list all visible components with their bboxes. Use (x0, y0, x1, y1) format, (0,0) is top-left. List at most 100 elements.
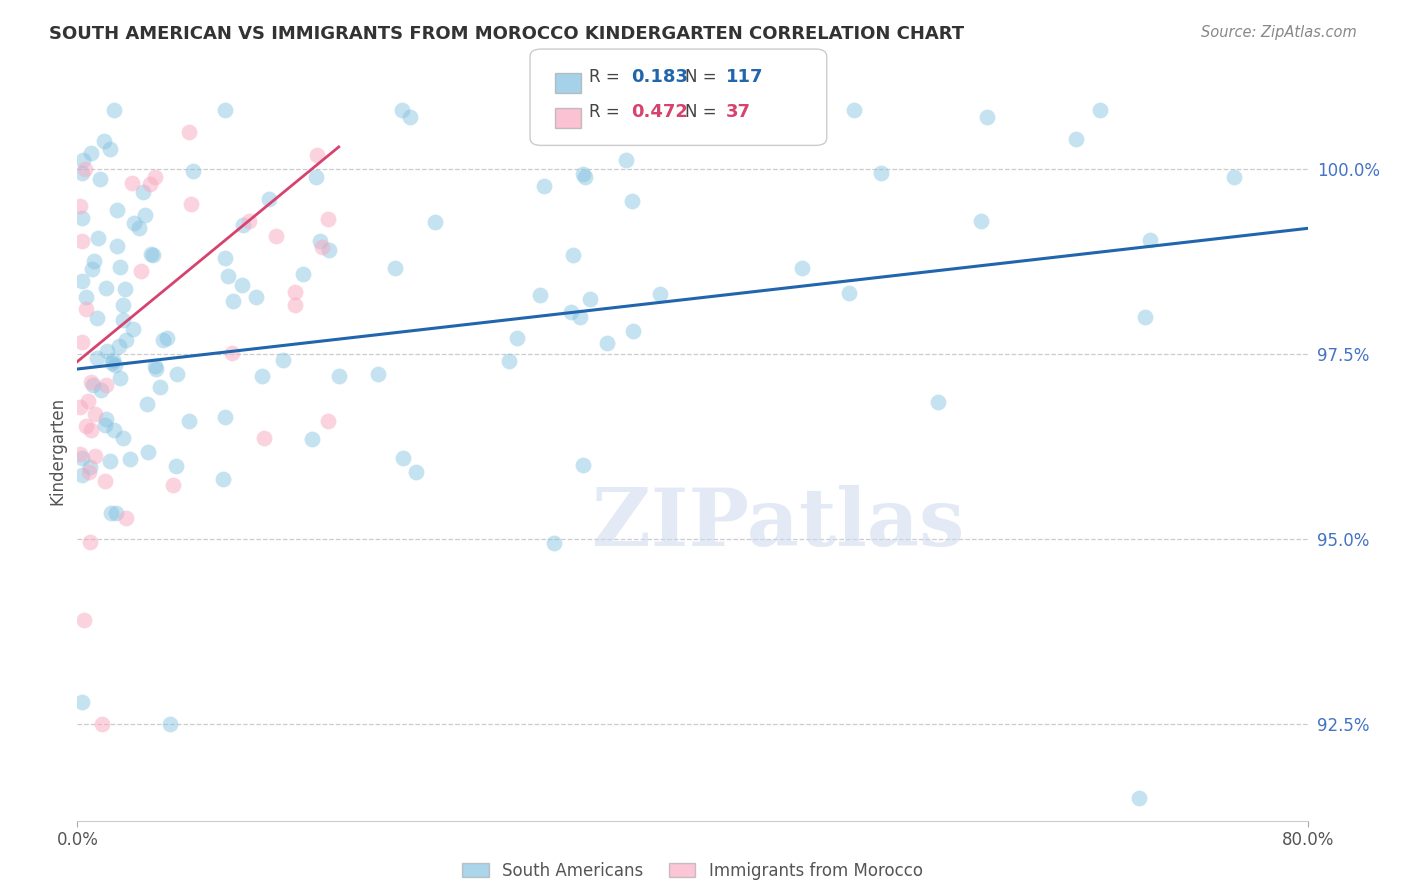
Point (69, 401, 91, 415)
Point (1128, 791, 1150, 805)
Point (391, 103, 413, 117)
Point (328, 368, 350, 383)
Point (86, 311, 108, 326)
Point (1064, 132, 1087, 146)
Point (115, 333, 138, 347)
Point (145, 359, 167, 373)
Text: 37: 37 (725, 103, 751, 121)
Point (574, 170, 596, 185)
Point (180, 197, 202, 211)
Point (70, 334, 93, 349)
Point (648, 287, 671, 301)
Point (183, 163, 205, 178)
Point (970, 214, 993, 228)
Point (562, 247, 585, 261)
Point (128, 220, 150, 235)
Text: N =: N = (685, 68, 721, 86)
Point (838, 286, 860, 301)
Text: 0.183: 0.183 (631, 68, 689, 86)
Point (179, 414, 201, 428)
Point (87, 231, 110, 245)
Point (221, 345, 243, 359)
Point (70, 450, 93, 465)
Point (572, 458, 595, 473)
Point (89, 383, 111, 397)
Point (94, 281, 117, 295)
Point (596, 336, 619, 351)
Point (96, 377, 118, 392)
Point (132, 186, 155, 200)
Point (222, 293, 245, 308)
Point (115, 511, 138, 525)
Point (77, 465, 100, 479)
Point (70, 274, 93, 288)
Point (70, 468, 93, 483)
Point (425, 215, 447, 229)
Point (79, 535, 101, 549)
Point (614, 153, 637, 167)
Point (136, 397, 159, 411)
Point (75, 419, 97, 434)
Point (91, 717, 114, 731)
Point (156, 331, 179, 345)
Point (122, 216, 145, 230)
Text: Source: ZipAtlas.com: Source: ZipAtlas.com (1201, 25, 1357, 40)
Point (139, 246, 162, 260)
Point (98, 454, 121, 468)
Point (292, 268, 315, 282)
Point (165, 459, 187, 474)
Point (152, 333, 174, 347)
Point (105, 506, 128, 520)
Point (86, 351, 108, 365)
Point (89, 172, 111, 186)
Point (83, 407, 105, 421)
Point (253, 431, 276, 445)
Point (560, 305, 582, 319)
Text: R =: R = (589, 103, 626, 121)
Point (70, 695, 93, 709)
Point (101, 352, 124, 367)
Point (69, 199, 91, 213)
Point (105, 238, 128, 252)
Point (533, 178, 555, 193)
Point (72, 153, 94, 168)
Legend: South Americans, Immigrants from Morocco: South Americans, Immigrants from Morocco (456, 855, 929, 887)
Point (301, 432, 323, 446)
Point (98, 142, 121, 156)
Point (250, 369, 273, 384)
Point (1139, 233, 1161, 247)
Point (108, 339, 131, 353)
Text: R =: R = (589, 68, 626, 86)
Point (307, 147, 329, 161)
Point (506, 331, 529, 345)
Point (93, 474, 115, 488)
Point (70, 166, 93, 180)
Point (1088, 103, 1111, 117)
Point (316, 414, 339, 428)
Point (976, 110, 998, 124)
Point (284, 285, 307, 299)
Point (1133, 310, 1156, 324)
Text: ZIPatlas: ZIPatlas (592, 485, 965, 564)
Point (121, 176, 143, 190)
Point (118, 451, 141, 466)
Point (367, 368, 389, 382)
Point (399, 110, 422, 124)
Point (114, 282, 136, 296)
Point (104, 358, 127, 372)
Point (572, 168, 595, 182)
Point (238, 214, 260, 228)
Point (392, 451, 415, 466)
Point (145, 361, 167, 376)
Point (214, 409, 236, 424)
Point (73, 613, 96, 627)
Point (1223, 170, 1246, 185)
Point (69, 446, 91, 460)
Point (162, 478, 184, 492)
Point (73, 162, 96, 177)
Point (869, 166, 891, 180)
Point (309, 235, 332, 249)
Point (305, 169, 328, 184)
Point (159, 717, 181, 731)
Point (245, 290, 267, 304)
